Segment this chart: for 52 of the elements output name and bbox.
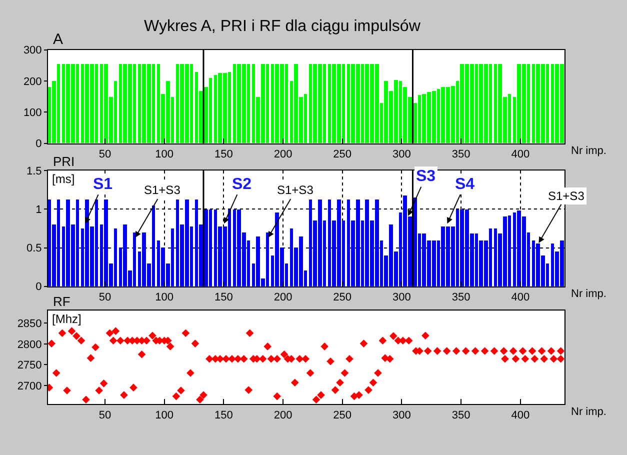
annotation: [Mhz] bbox=[52, 312, 82, 326]
x-tick-label: 400 bbox=[511, 148, 530, 160]
y-tick-label: 1 bbox=[36, 204, 42, 216]
annotation: S1+S3 bbox=[548, 189, 585, 203]
y-tick-label: 0 bbox=[36, 138, 42, 150]
x-tick-label: 50 bbox=[98, 409, 112, 422]
x-axis-title: Nr imp. bbox=[571, 288, 606, 300]
x-tick-label: 400 bbox=[511, 409, 530, 422]
x-axis-title: Nr imp. bbox=[571, 145, 606, 157]
x-tick-label: 200 bbox=[274, 292, 292, 304]
x-tick-label: 150 bbox=[214, 148, 233, 160]
y-axis-title: A bbox=[53, 31, 64, 48]
y-tick-label: 200 bbox=[23, 76, 42, 88]
x-tick-label: 50 bbox=[98, 148, 112, 160]
annotation: S3 bbox=[416, 168, 436, 185]
y-tick-label: 0.5 bbox=[26, 242, 42, 255]
y-tick-label: 0 bbox=[36, 281, 42, 294]
y-tick-label: 2750 bbox=[17, 360, 42, 372]
x-tick-label: 100 bbox=[155, 148, 174, 160]
x-tick-label: 100 bbox=[155, 292, 174, 304]
annotation: S4 bbox=[455, 176, 475, 193]
y-tick-label: 2700 bbox=[17, 380, 42, 392]
annotation: S1+S3 bbox=[144, 183, 181, 197]
y-tick-label: 300 bbox=[23, 44, 42, 57]
x-tick-label: 200 bbox=[274, 409, 292, 422]
y-tick-label: 1.5 bbox=[26, 165, 42, 178]
annotation: S1 bbox=[93, 176, 113, 193]
y-tick-label: 2800 bbox=[17, 338, 42, 351]
y-axis-title: PRI bbox=[53, 154, 75, 169]
x-tick-label: 50 bbox=[98, 292, 112, 304]
x-tick-label: 300 bbox=[392, 292, 411, 304]
x-tick-label: 350 bbox=[452, 409, 470, 422]
annotation: S2 bbox=[232, 176, 252, 193]
y-tick-label: 2850 bbox=[17, 318, 42, 330]
x-tick-label: 300 bbox=[392, 148, 411, 160]
chart-title: Wykres A, PRI i RF dla ciągu impulsów bbox=[144, 18, 421, 35]
y-axis-title: RF bbox=[53, 294, 70, 309]
x-axis-title: Nr imp. bbox=[571, 406, 606, 418]
x-tick-label: 350 bbox=[452, 292, 470, 304]
x-tick-label: 350 bbox=[452, 148, 470, 160]
x-tick-label: 200 bbox=[274, 148, 292, 160]
x-tick-label: 250 bbox=[333, 409, 352, 422]
x-tick-label: 300 bbox=[392, 409, 411, 422]
x-tick-label: 150 bbox=[214, 409, 233, 422]
annotation: S1+S3 bbox=[277, 183, 314, 197]
x-tick-label: 250 bbox=[333, 292, 352, 304]
x-tick-label: 150 bbox=[214, 292, 233, 304]
x-tick-label: 100 bbox=[155, 409, 174, 422]
annotation: [ms] bbox=[52, 172, 75, 186]
x-tick-label: 250 bbox=[333, 148, 352, 160]
y-tick-label: 100 bbox=[23, 106, 42, 119]
x-tick-label: 400 bbox=[511, 292, 530, 304]
